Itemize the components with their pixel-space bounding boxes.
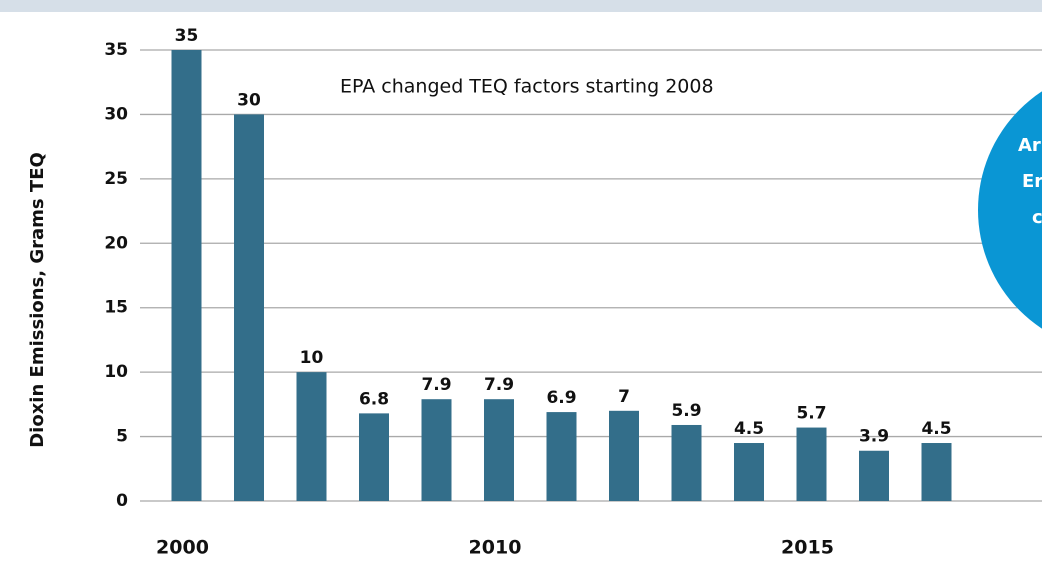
- annotation: EPA changed TEQ factors starting 2008: [340, 76, 714, 98]
- value-label: 10: [300, 348, 324, 368]
- callout-text: c: [1032, 207, 1042, 228]
- value-label: 4.5: [921, 419, 951, 439]
- y-tick-label: 15: [104, 298, 128, 318]
- callout-text: Ar: [1018, 135, 1041, 156]
- y-tick-label: 25: [104, 169, 128, 189]
- bar: [484, 399, 514, 501]
- bar: [859, 450, 889, 501]
- value-label: 7.9: [421, 375, 451, 395]
- y-tick-label: 35: [104, 40, 128, 60]
- bar: [734, 443, 764, 501]
- top-band: [0, 0, 1042, 12]
- value-label: 5.9: [671, 401, 701, 421]
- bar: [921, 443, 952, 501]
- callout-circle: [978, 91, 1042, 329]
- plot: 0 5 10 15 20 25 30 35 2000 35 30 10 6.8 7.9 2010 7.9 6.9…: [104, 26, 1042, 559]
- value-label: 35: [175, 26, 199, 46]
- bar: [171, 50, 202, 501]
- x-tick-label: 2015: [781, 537, 834, 559]
- y-tick-label: 10: [104, 362, 128, 382]
- value-label: 6.8: [359, 389, 389, 409]
- bar: [421, 399, 452, 501]
- callout-text: Er: [1022, 171, 1042, 192]
- y-tick-label: 0: [116, 491, 128, 511]
- y-tick-label: 5: [116, 427, 128, 447]
- bar: [671, 424, 702, 501]
- value-label: 7.9: [484, 375, 514, 395]
- bar: [796, 427, 827, 501]
- value-label: 30: [237, 90, 261, 110]
- bar: [359, 413, 389, 501]
- x-tick-label: 2010: [469, 537, 522, 559]
- value-label: 3.9: [859, 427, 889, 447]
- bar: [546, 412, 577, 501]
- y-tick-label: 30: [104, 104, 128, 124]
- x-tick-label: 2000: [156, 537, 209, 559]
- value-label: 5.7: [796, 404, 826, 424]
- bar: [296, 372, 327, 501]
- value-label: 6.9: [546, 388, 576, 408]
- value-label: 4.5: [734, 419, 764, 439]
- value-label: 7: [618, 387, 630, 407]
- y-tick-label: 20: [104, 233, 128, 253]
- bar: [234, 114, 264, 501]
- bar: [609, 410, 639, 501]
- y-axis-label: Dioxin Emissions, Grams TEQ: [27, 152, 48, 448]
